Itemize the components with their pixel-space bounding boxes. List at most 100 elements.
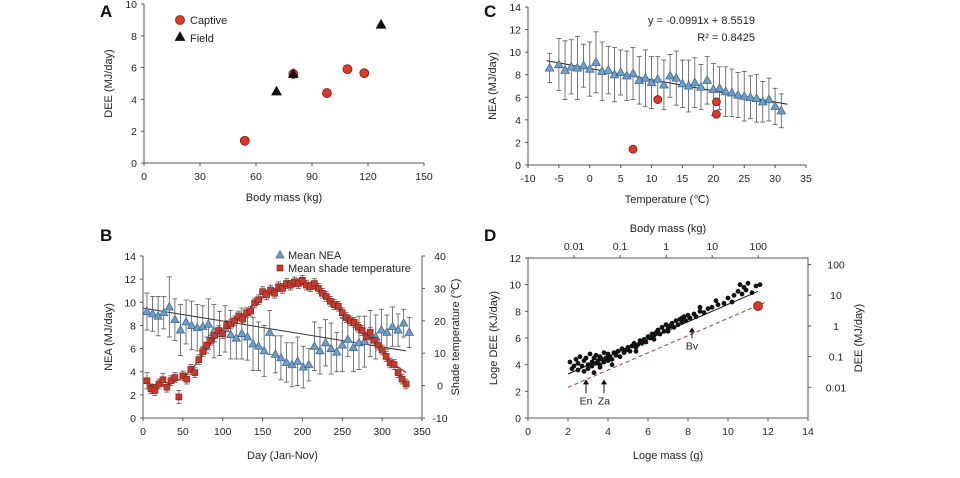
panel-d-right-tick-label: 0.01 <box>826 382 847 394</box>
panel-c-y-tick-label: 2 <box>515 137 521 149</box>
panel-a-x-tick-label: 0 <box>141 171 147 183</box>
panel-c-y-tick-label: 0 <box>515 160 521 172</box>
panel-b-nea-point <box>398 317 409 327</box>
panel-b-nea-point <box>158 307 169 317</box>
panel-b-nea-point <box>248 338 258 348</box>
panel-d-species-point <box>575 360 581 366</box>
panel-b-nea-point <box>376 324 387 334</box>
panel-d-species-point <box>617 354 623 360</box>
panel-d-species-point <box>743 287 749 293</box>
panel-a: A 0 2 4 6 8 10 0 30 60 90 120 150 Body mass (kg) DEE (… <box>100 0 433 204</box>
panel-d-x-tick-label: 6 <box>645 426 651 438</box>
panel-b-temp-point <box>271 289 278 297</box>
panel-b-nea-point <box>181 316 191 326</box>
panel-b-temp-point <box>334 302 342 310</box>
panel-d-species-point <box>697 308 703 314</box>
panel-d-y-tick-label: 4 <box>515 360 521 372</box>
panel-b-temp-point <box>358 327 366 334</box>
panel-a-x-tick-label: 150 <box>415 171 433 183</box>
panel-c-nea-point <box>689 77 700 87</box>
panel-b-temp-point <box>191 369 199 376</box>
panel-c-captive-point <box>628 144 638 154</box>
panel-c-nea-point <box>702 75 713 84</box>
panel-b-y-tick-label: 2 <box>130 390 136 402</box>
panel-d-species-point <box>591 370 597 376</box>
panel-d-species-point <box>739 291 745 297</box>
panel-d-species-point <box>581 368 587 374</box>
panel-d: D 0 2 4 6 8 10 12 0 2 4 6 8 10 12 14 0.01 0.1 1 10 100 0.01 0.… <box>484 223 865 462</box>
panel-b-nea-point <box>382 327 392 336</box>
panel-d-top-tick-label: 0.01 <box>564 241 585 253</box>
panel-b-temp-point <box>211 332 219 339</box>
panel-b-y-tick-label: 12 <box>124 274 136 286</box>
panel-c-y-tick-label: 4 <box>515 115 521 127</box>
panel-c-equation: y = -0.0991x + 8.5519 <box>648 15 755 27</box>
panel-c-nea-point <box>714 82 725 92</box>
panel-b-temp-point <box>159 376 167 384</box>
panel-b-nea-point <box>331 346 342 356</box>
panel-d-species-point <box>601 359 607 365</box>
panel-c-captive-point <box>653 95 663 104</box>
panel-b-temp-point <box>398 375 406 383</box>
panel-c-nea-point <box>590 56 601 66</box>
panel-b-temp-point <box>163 383 171 391</box>
panel-b-nea-point <box>147 308 158 318</box>
panel-b-temp-point <box>362 333 370 341</box>
panel-c-nea-point <box>776 105 787 115</box>
panel-b-temp-point <box>143 377 151 385</box>
panel-c-x-label: Temperature (℃) <box>625 194 710 206</box>
panel-b-temp-point <box>366 328 374 336</box>
panel-a-captive-point <box>239 135 250 146</box>
panel-d-species-point <box>605 358 611 364</box>
panel-a-y-tick-label: 8 <box>131 31 137 43</box>
panel-d-annotation-label: Bv <box>686 340 699 352</box>
panel-b-temp-point <box>299 276 306 284</box>
panel-b-temp-point <box>394 369 402 376</box>
panel-a-x-tick-label: 60 <box>250 171 262 183</box>
panel-c-x-tick-label: 10 <box>646 173 658 185</box>
panel-b-legend-temp-marker <box>276 264 284 272</box>
panel-b-temp-point <box>315 285 322 292</box>
panel-d-species-point <box>745 280 751 286</box>
panel-b-nea-point <box>309 341 320 350</box>
panel-d-species-point <box>735 288 741 294</box>
panel-b-legend-nea-marker <box>275 249 285 259</box>
panel-c-x-tick-label: 15 <box>677 173 689 185</box>
panel-d-annotation-arrowhead <box>689 327 695 333</box>
panel-c-y-tick-label: 8 <box>515 70 521 82</box>
panel-d-y-tick-label: 6 <box>515 333 521 345</box>
panel-d-x-tick-label: 2 <box>565 426 571 438</box>
panel-d-species-point <box>679 315 685 321</box>
panel-b-nea-point <box>175 324 186 334</box>
panel-a-x-tick-label: 120 <box>359 171 377 183</box>
panel-c-x-tick-label: 25 <box>738 173 750 185</box>
panel-b-y-tick-label: 0 <box>130 413 136 425</box>
panel-c-nea-point <box>720 86 731 96</box>
panel-a-y-tick-label: 10 <box>125 0 137 11</box>
panel-d-top-tick-label: 0.1 <box>613 241 628 253</box>
panel-b-x-tick-label: 100 <box>214 426 232 438</box>
panel-b-y-tick-label: 4 <box>130 367 136 379</box>
panel-b-temp-point <box>350 319 358 326</box>
panel-d-species-point <box>587 351 593 357</box>
panel-d-species-point <box>663 322 669 328</box>
panel-d-species-point <box>655 327 661 333</box>
panel-d-species-point <box>567 359 573 365</box>
panel-b-temp-point <box>183 375 191 383</box>
panel-c-x-tick-label: 30 <box>769 173 781 185</box>
panel-b-y-label-right: Shade temperature (℃) <box>450 279 462 396</box>
panel-b-y-right-tick-label: -10 <box>432 413 447 425</box>
panel-d-species-point <box>659 324 665 330</box>
panel-b-nea-point <box>348 342 359 351</box>
panel-b-nea-point <box>304 359 314 369</box>
panel-c-x-tick-label: 5 <box>618 173 624 185</box>
panel-a-captive-point <box>342 64 353 75</box>
panel-b: B 0 2 4 6 8 10 12 14 -10 0 10 20 30 40 0 50 100 150 200 250 3… <box>100 226 462 462</box>
panel-d-y-tick-label: 10 <box>509 280 521 292</box>
panel-d-annotation-arrowhead <box>583 379 589 385</box>
panel-a-y-tick-label: 4 <box>131 94 137 106</box>
panel-a-y-tick-label: 2 <box>131 126 137 138</box>
panel-d-species-point <box>687 315 693 321</box>
panel-b-y-right-tick-label: 10 <box>434 348 446 360</box>
panel-d-x-tick-label: 8 <box>685 426 691 438</box>
